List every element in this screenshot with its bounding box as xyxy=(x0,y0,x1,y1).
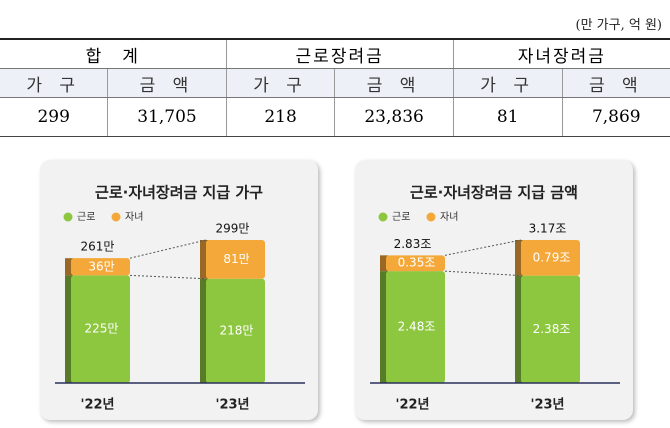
legend-swatch xyxy=(111,212,121,222)
legend-swatch xyxy=(63,212,73,222)
value-label: 2.38조 xyxy=(533,322,571,336)
data-row: 299 31,705 218 23,836 81 7,869 xyxy=(0,97,670,137)
cell: 218 xyxy=(225,97,335,137)
subheader-row: 가 구 금 액 가 구 금 액 가 구 금 액 xyxy=(0,68,670,98)
total-label: 2.83조 xyxy=(394,237,432,251)
header-cell: 합 계 xyxy=(0,38,227,69)
subheader-cell: 가 구 xyxy=(0,68,108,98)
value-label: 225만 xyxy=(85,322,119,336)
legend-label: 자녀 xyxy=(440,211,458,223)
x-tick-label: '22년 xyxy=(80,398,114,413)
x-tick-label: '23년 xyxy=(215,398,249,413)
summary-table: 합 계 근로장려금 자녀장려금 가 구 금 액 가 구 금 액 가 구 금 액 … xyxy=(0,38,670,137)
x-tick-label: '22년 xyxy=(395,398,429,413)
bar-side xyxy=(65,275,73,383)
bar-segment xyxy=(206,278,265,383)
bar-segment xyxy=(386,271,445,383)
header-row: 합 계 근로장려금 자녀장려금 xyxy=(0,38,670,69)
subheader-cell: 가 구 xyxy=(452,68,563,98)
bar-segment xyxy=(386,255,445,272)
bar-side xyxy=(515,240,523,276)
legend-label: 자녀 xyxy=(125,211,143,223)
cell: 31,705 xyxy=(107,97,227,137)
bar-segment xyxy=(206,240,265,279)
cell: 81 xyxy=(452,97,563,137)
bar-segment xyxy=(521,240,580,276)
bar-side xyxy=(515,275,523,383)
cell: 23,836 xyxy=(334,97,454,137)
bar-segment xyxy=(71,258,130,276)
chart-title: 근로·자녀장려금 지급 가구 xyxy=(95,184,263,202)
subheader-cell: 금 액 xyxy=(334,68,454,98)
chart-panel: 근로·자녀장려금 지급 가구 근로 자녀 225만 36만 261만 '22년 218만 81만… xyxy=(40,160,318,420)
bar-side xyxy=(380,271,388,383)
bar-side xyxy=(200,240,208,279)
bar-side xyxy=(65,258,73,276)
bar-side xyxy=(380,255,388,272)
value-label: 0.35조 xyxy=(398,256,436,270)
value-label: 0.79조 xyxy=(533,250,571,264)
subheader-cell: 가 구 xyxy=(225,68,335,98)
value-label: 218만 xyxy=(220,323,254,337)
subheader-cell: 금 액 xyxy=(107,68,227,98)
value-label: 36만 xyxy=(88,259,114,273)
header-cell: 근로장려금 xyxy=(225,38,454,69)
connector xyxy=(129,274,207,280)
unit-note: (만 가구, 억 원) xyxy=(575,18,662,33)
header-cell: 자녀장려금 xyxy=(452,38,670,69)
legend-swatch xyxy=(378,212,388,222)
x-tick-label: '23년 xyxy=(530,398,564,413)
total-label: 299만 xyxy=(216,222,250,236)
bar-side xyxy=(200,278,208,383)
legend-swatch xyxy=(426,212,436,222)
legend-label: 근로 xyxy=(392,212,410,223)
cell: 299 xyxy=(0,97,108,137)
chart-panel: 근로·자녀장려금 지급 금액 근로 자녀 2.48조 0.35조 2.83조 '22년 2.3… xyxy=(355,160,633,420)
connector xyxy=(444,270,522,277)
value-label: 81만 xyxy=(223,252,249,266)
value-label: 2.48조 xyxy=(398,320,436,334)
subheader-cell: 금 액 xyxy=(561,68,670,98)
connector xyxy=(129,239,207,259)
chart-title: 근로·자녀장려금 지급 금액 xyxy=(410,184,578,202)
connector xyxy=(444,239,522,256)
total-label: 3.17조 xyxy=(529,222,567,236)
bar-segment xyxy=(521,275,580,383)
cell: 7,869 xyxy=(561,97,670,137)
total-label: 261만 xyxy=(81,240,115,254)
bar-segment xyxy=(71,275,130,383)
legend-label: 근로 xyxy=(77,212,95,223)
